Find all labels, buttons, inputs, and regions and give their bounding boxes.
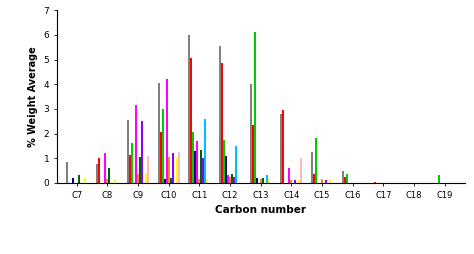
Bar (137, 174, 139, 183)
Bar (135, 105, 137, 183)
Bar (192, 132, 194, 183)
Bar (227, 176, 229, 183)
Bar (158, 83, 160, 183)
Bar (311, 152, 313, 183)
Bar (84, 178, 86, 183)
Bar (221, 63, 223, 183)
Bar (199, 179, 201, 183)
Bar (291, 180, 292, 183)
Y-axis label: % Weight Average: % Weight Average (28, 46, 38, 147)
Bar (191, 58, 192, 183)
Bar (127, 120, 129, 183)
Bar (329, 180, 331, 183)
Bar (196, 141, 199, 183)
Bar (301, 158, 302, 183)
Bar (139, 157, 141, 183)
Bar (344, 177, 346, 183)
Bar (260, 179, 262, 183)
Bar (160, 132, 162, 183)
Bar (129, 154, 131, 183)
Bar (325, 180, 327, 183)
Bar (145, 173, 147, 183)
Bar (342, 170, 344, 183)
Bar (288, 168, 291, 183)
Bar (223, 140, 225, 183)
Bar (225, 156, 227, 183)
Bar (194, 151, 196, 183)
Bar (294, 180, 296, 183)
Bar (164, 179, 166, 183)
Bar (268, 179, 270, 183)
Bar (176, 158, 178, 183)
Bar (201, 150, 202, 183)
Bar (262, 178, 264, 183)
Bar (252, 125, 254, 183)
Bar (178, 152, 180, 183)
Bar (266, 176, 268, 183)
Bar (321, 179, 323, 183)
Bar (162, 109, 164, 183)
Bar (204, 119, 206, 183)
Bar (206, 179, 209, 183)
X-axis label: Carbon number: Carbon number (215, 205, 306, 215)
Bar (109, 168, 110, 183)
Bar (131, 144, 133, 183)
Bar (99, 158, 100, 183)
Bar (219, 46, 221, 183)
Bar (281, 114, 283, 183)
Bar (346, 174, 347, 183)
Bar (170, 178, 172, 183)
Bar (147, 156, 149, 183)
Bar (254, 32, 255, 183)
Bar (374, 182, 376, 183)
Bar (172, 153, 174, 183)
Bar (231, 174, 233, 183)
Bar (114, 179, 117, 183)
Bar (168, 157, 170, 183)
Bar (189, 35, 191, 183)
Bar (233, 177, 235, 183)
Bar (438, 176, 439, 183)
Bar (66, 162, 68, 183)
Bar (250, 84, 252, 183)
Bar (202, 158, 204, 183)
Bar (97, 164, 99, 183)
Bar (166, 79, 168, 183)
Bar (315, 138, 317, 183)
Bar (78, 176, 80, 183)
Bar (283, 110, 284, 183)
Bar (72, 178, 74, 183)
Bar (235, 146, 237, 183)
Bar (107, 179, 109, 183)
Bar (104, 153, 107, 183)
Bar (255, 178, 258, 183)
Bar (229, 177, 231, 183)
Bar (141, 121, 143, 183)
Bar (313, 174, 315, 183)
Bar (298, 180, 301, 183)
